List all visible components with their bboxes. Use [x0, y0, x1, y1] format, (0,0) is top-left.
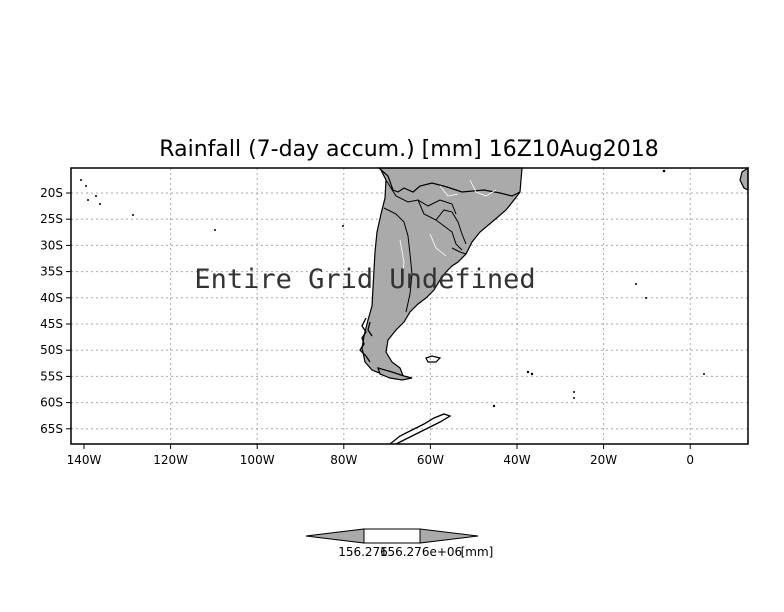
colorbar-left-triangle	[305, 528, 365, 544]
colorbar-box	[363, 528, 421, 544]
colorbar-label-right: 156.276e+06	[380, 545, 462, 559]
lat-tick-label: 45S	[40, 317, 63, 331]
lon-tick-label: 0	[686, 453, 694, 467]
colorbar: 156.276 156.276e+06 [mm]	[305, 528, 494, 559]
chile-islands	[359, 317, 373, 363]
lon-tick-label: 80W	[330, 453, 357, 467]
lat-tick-label: 40S	[40, 291, 63, 305]
lat-tick-label: 20S	[40, 186, 63, 200]
tierra-del-fuego	[377, 367, 413, 381]
lat-tick-label: 30S	[40, 238, 63, 252]
lat-tick-label: 55S	[40, 369, 63, 383]
colorbar-units: [mm]	[461, 545, 494, 559]
country-borders	[383, 179, 467, 313]
map-panel: Entire Grid Undefined	[70, 166, 749, 445]
lon-tick-label: 100W	[240, 453, 275, 467]
undefined-message: Entire Grid Undefined	[194, 264, 535, 295]
map-frame	[70, 167, 749, 445]
lat-tick-label: 35S	[40, 265, 63, 279]
lon-tick-label: 120W	[153, 453, 188, 467]
lon-tick-label: 140W	[67, 453, 102, 467]
lat-tick-label: 25S	[40, 212, 63, 226]
colorbar-label-left: 156.276	[338, 545, 388, 559]
falkland-islands	[425, 355, 442, 363]
longitude-labels: 140W 120W 100W 80W 60W 40W 20W 0	[67, 444, 694, 467]
lat-tick-label: 65S	[40, 422, 63, 436]
lon-tick-label: 40W	[503, 453, 530, 467]
latitude-labels: 20S 25S 30S 35S 40S 45S 50S 55S 60S 65S	[40, 186, 71, 436]
small-islands	[80, 169, 705, 408]
lon-tick-label: 20W	[590, 453, 617, 467]
lat-tick-label: 60S	[40, 396, 63, 410]
lat-tick-label: 50S	[40, 343, 63, 357]
rivers	[399, 179, 497, 281]
antarctic-peninsula	[389, 413, 452, 445]
map-title: Rainfall (7-day accum.) [mm] 16Z10Aug201…	[159, 137, 658, 162]
lon-tick-label: 60W	[417, 453, 444, 467]
colorbar-right-triangle	[419, 528, 479, 544]
